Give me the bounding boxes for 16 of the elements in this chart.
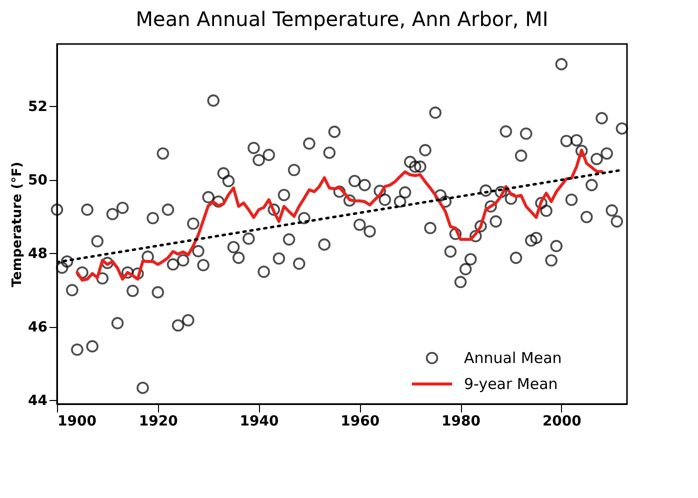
chart-title: Mean Annual Temperature, Ann Arbor, MI <box>136 7 548 31</box>
x-tick-label: 2000 <box>542 414 582 430</box>
legend-label: 9-year Mean <box>464 375 558 393</box>
x-tick-label: 1980 <box>442 414 481 430</box>
x-tick-label: 1940 <box>240 414 280 430</box>
y-tick-label: 50 <box>28 172 48 188</box>
line-series <box>76 148 604 282</box>
x-tick-label: 1960 <box>340 414 380 430</box>
x-tick-label: 1920 <box>138 414 178 430</box>
y-axis-title: Temperature (°F) <box>10 162 26 288</box>
x-tick-label: 1900 <box>58 414 97 430</box>
y-tick-label: 48 <box>28 246 48 262</box>
y-tick-label: 46 <box>28 319 48 336</box>
legend-label: Annual Mean <box>464 349 562 367</box>
y-tick-label: 52 <box>28 98 48 115</box>
y-tick-label: 44 <box>28 392 48 409</box>
